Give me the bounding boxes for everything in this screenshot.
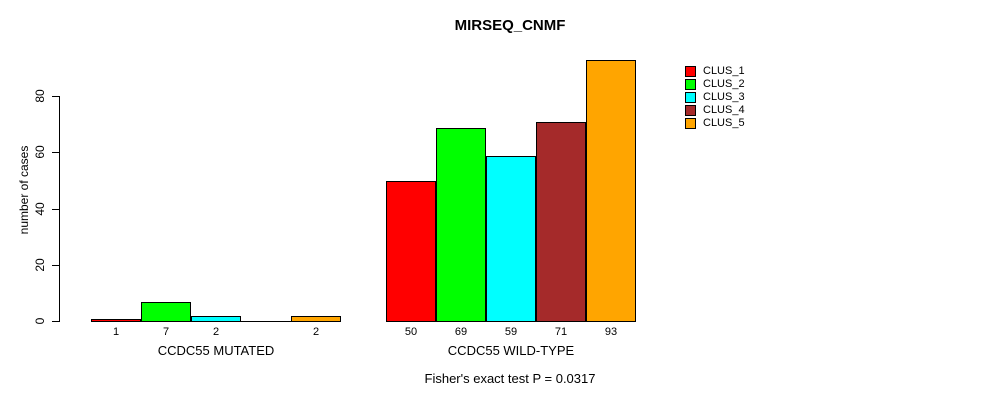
bar-clus_3 bbox=[486, 156, 536, 322]
y-axis-tick bbox=[52, 265, 59, 266]
footnote-pvalue: Fisher's exact test P = 0.0317 bbox=[424, 371, 596, 386]
legend-swatch-icon bbox=[685, 66, 696, 77]
y-axis-tick bbox=[52, 321, 59, 322]
legend-item-label: CLUS_5 bbox=[703, 117, 745, 129]
legend: CLUS_1 CLUS_2 CLUS_3 CLUS_4 CLUS_5 bbox=[685, 65, 745, 130]
bar-clus_5 bbox=[291, 316, 341, 322]
y-axis-tick bbox=[52, 209, 59, 210]
bar-value-label: 1 bbox=[112, 326, 120, 338]
bar-clus_1 bbox=[386, 181, 436, 322]
legend-item-label: CLUS_4 bbox=[703, 104, 745, 116]
y-axis-tick-label: 0 bbox=[33, 317, 47, 325]
legend-swatch-icon bbox=[685, 79, 696, 90]
bar-clus_4-zero bbox=[241, 321, 291, 322]
bar-clus_4 bbox=[536, 122, 586, 322]
bar-value-label: 69 bbox=[454, 326, 468, 338]
legend-item: CLUS_3 bbox=[685, 91, 745, 104]
group-label-mutated: CCDC55 MUTATED bbox=[157, 343, 275, 358]
y-axis-tick-label: 80 bbox=[33, 89, 47, 103]
bar-value-label: 93 bbox=[604, 326, 618, 338]
legend-swatch-icon bbox=[685, 92, 696, 103]
bar-clus_3 bbox=[191, 316, 241, 322]
group-label-wild-type: CCDC55 WILD-TYPE bbox=[447, 343, 575, 358]
y-axis-tick bbox=[52, 152, 59, 153]
y-axis-tick-label: 20 bbox=[33, 258, 47, 272]
chart-title: MIRSEQ_CNMF bbox=[454, 17, 566, 34]
bar-clus_2 bbox=[141, 302, 191, 322]
legend-item: CLUS_2 bbox=[685, 78, 745, 91]
bar-value-label: 71 bbox=[554, 326, 568, 338]
y-axis-line bbox=[59, 96, 60, 322]
bar-clus_1 bbox=[91, 319, 141, 322]
y-axis-label: number of cases bbox=[17, 145, 31, 235]
legend-item-label: CLUS_1 bbox=[703, 65, 745, 77]
legend-swatch-icon bbox=[685, 105, 696, 116]
legend-swatch-icon bbox=[685, 118, 696, 129]
bar-clus_5 bbox=[586, 60, 636, 322]
legend-item: CLUS_1 bbox=[685, 65, 745, 78]
bar-value-label: 2 bbox=[312, 326, 320, 338]
bar-value-label: 2 bbox=[212, 326, 220, 338]
legend-item-label: CLUS_3 bbox=[703, 91, 745, 103]
bar-value-label: 50 bbox=[404, 326, 418, 338]
bar-value-label: 59 bbox=[504, 326, 518, 338]
y-axis-tick bbox=[52, 96, 59, 97]
legend-item-label: CLUS_2 bbox=[703, 78, 745, 90]
legend-item: CLUS_4 bbox=[685, 104, 745, 117]
bar-value-label: 7 bbox=[162, 326, 170, 338]
bar-clus_2 bbox=[436, 128, 486, 322]
y-axis-tick-label: 60 bbox=[33, 145, 47, 159]
y-axis-tick-label: 40 bbox=[33, 202, 47, 216]
legend-item: CLUS_5 bbox=[685, 117, 745, 130]
